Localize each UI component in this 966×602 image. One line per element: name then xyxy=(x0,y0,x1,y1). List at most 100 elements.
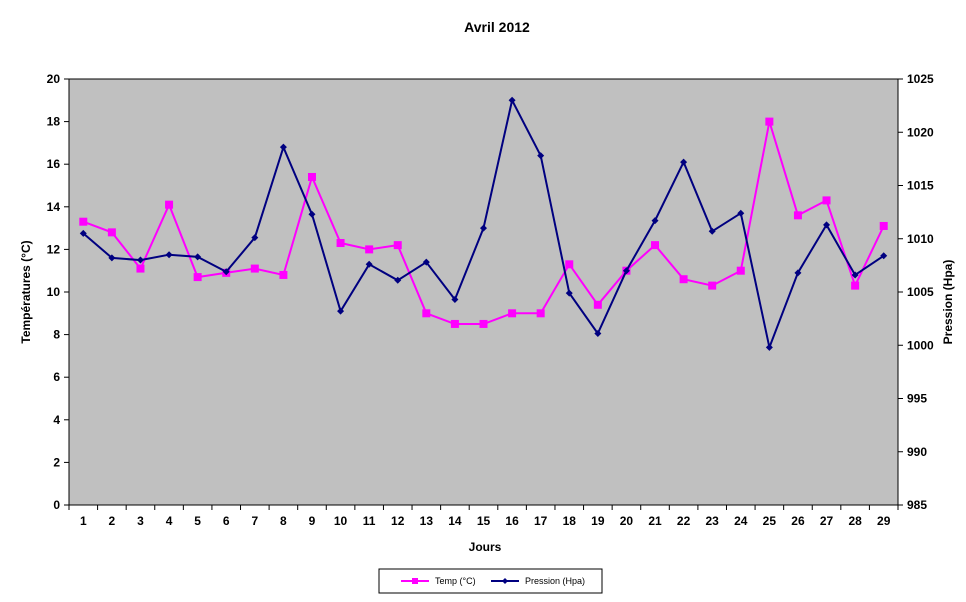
data-point-pression xyxy=(251,234,259,242)
x-tick-label: 9 xyxy=(309,514,316,528)
x-tick-label: 7 xyxy=(251,514,258,528)
data-point-pression xyxy=(365,260,373,268)
y2-tick-label: 1015 xyxy=(907,179,934,193)
y2-tick-label: 1000 xyxy=(907,338,934,352)
y2-tick-label: 1005 xyxy=(907,285,934,299)
data-point-temp xyxy=(136,264,145,273)
legend-label: Pression (Hpa) xyxy=(525,576,585,586)
x-tick-label: 3 xyxy=(137,514,144,528)
data-point-pression xyxy=(136,256,144,264)
data-point-temp xyxy=(593,300,602,309)
x-tick-label: 5 xyxy=(194,514,201,528)
series-layer xyxy=(79,96,888,351)
data-point-temp xyxy=(107,228,116,237)
y-tick-label: 20 xyxy=(47,72,61,86)
data-point-temp xyxy=(765,117,774,126)
y2-tick-label: 995 xyxy=(907,392,927,406)
data-point-pression xyxy=(880,252,888,260)
data-point-temp xyxy=(365,245,374,254)
y-tick-label: 4 xyxy=(53,413,60,427)
data-point-temp xyxy=(165,200,174,209)
y2-tick-label: 1020 xyxy=(907,125,934,139)
y-tick-label: 2 xyxy=(53,455,60,469)
data-point-temp xyxy=(536,309,545,318)
data-point-pression xyxy=(651,217,659,225)
data-point-pression xyxy=(622,267,630,275)
data-point-temp xyxy=(393,241,402,250)
x-tick-label: 16 xyxy=(505,514,519,528)
x-tick-label: 19 xyxy=(591,514,605,528)
data-point-pression xyxy=(594,330,602,338)
x-tick-label: 25 xyxy=(763,514,777,528)
data-point-pression xyxy=(851,271,859,279)
data-point-pression xyxy=(737,209,745,217)
data-point-pression xyxy=(537,152,545,160)
data-point-pression xyxy=(823,221,831,229)
legend-marker xyxy=(502,578,508,584)
data-point-pression xyxy=(794,269,802,277)
y-tick-label: 6 xyxy=(53,370,60,384)
x-tick-label: 28 xyxy=(848,514,862,528)
right-axis: 985 990 995 1000 1005 1010 1015 1020 1025 xyxy=(898,72,934,512)
legend-label: Temp (°C) xyxy=(435,576,476,586)
x-axis-title: Jours xyxy=(469,540,502,554)
x-tick-label: 27 xyxy=(820,514,834,528)
x-tick-label: 20 xyxy=(620,514,634,528)
x-tick-label: 11 xyxy=(363,514,376,528)
x-tick-label: 23 xyxy=(706,514,720,528)
data-point-temp xyxy=(879,221,888,230)
data-point-pression xyxy=(165,251,173,259)
data-point-temp xyxy=(793,211,802,220)
x-tick-label: 8 xyxy=(280,514,287,528)
y-tick-label: 14 xyxy=(47,200,61,214)
data-point-temp xyxy=(736,266,745,275)
x-tick-label: 10 xyxy=(334,514,348,528)
data-point-temp xyxy=(851,281,860,290)
y-tick-label: 8 xyxy=(53,328,60,342)
data-point-temp xyxy=(193,273,202,282)
data-point-pression xyxy=(680,158,688,166)
y2-tick-label: 1010 xyxy=(907,232,934,246)
y-tick-label: 18 xyxy=(47,115,61,129)
data-point-pression xyxy=(79,229,87,237)
y-tick-label: 12 xyxy=(47,242,61,256)
data-point-temp xyxy=(708,281,717,290)
x-tick-label: 14 xyxy=(448,514,462,528)
data-point-temp xyxy=(450,319,459,328)
y2-tick-label: 985 xyxy=(907,498,927,512)
data-point-pression xyxy=(337,307,345,315)
data-point-temp xyxy=(336,239,345,248)
chart-title: Avril 2012 xyxy=(464,19,530,35)
data-point-pression xyxy=(480,224,487,232)
data-point-temp xyxy=(651,241,660,250)
y-tick-label: 0 xyxy=(53,498,60,512)
data-point-pression xyxy=(708,227,716,235)
x-tick-label: 6 xyxy=(223,514,230,528)
data-point-pression xyxy=(565,289,573,297)
data-point-temp xyxy=(822,196,831,205)
data-point-pression xyxy=(394,276,402,284)
x-tick-label: 1 xyxy=(80,514,87,528)
y-tick-label: 16 xyxy=(47,157,61,171)
data-point-temp xyxy=(250,264,259,273)
data-point-temp xyxy=(279,270,288,279)
x-tick-label: 17 xyxy=(534,514,548,528)
left-axis: 0 2 4 6 8 10 12 14 16 18 20 xyxy=(47,72,69,512)
data-point-pression xyxy=(508,96,516,104)
x-tick-label: 29 xyxy=(877,514,891,528)
y2-tick-label: 990 xyxy=(907,445,927,459)
data-point-pression xyxy=(451,295,459,303)
data-point-pression xyxy=(308,210,316,218)
data-point-temp xyxy=(307,172,316,181)
x-tick-label: 4 xyxy=(166,514,173,528)
data-point-temp xyxy=(565,260,574,269)
legend-marker xyxy=(412,578,418,584)
data-point-pression xyxy=(422,258,430,266)
data-point-pression xyxy=(108,254,116,262)
x-axis: 1 2 3 4 5 6 7 8 9 10 11 12 13 14 15 16 17 18 19 20 21 22 23 24 2… xyxy=(68,505,899,528)
x-tick-label: 2 xyxy=(109,514,116,528)
y2-axis-title: Pression (Hpa) xyxy=(941,260,955,345)
y-axis-title: Températures (°C) xyxy=(19,240,33,343)
x-tick-label: 21 xyxy=(648,514,662,528)
